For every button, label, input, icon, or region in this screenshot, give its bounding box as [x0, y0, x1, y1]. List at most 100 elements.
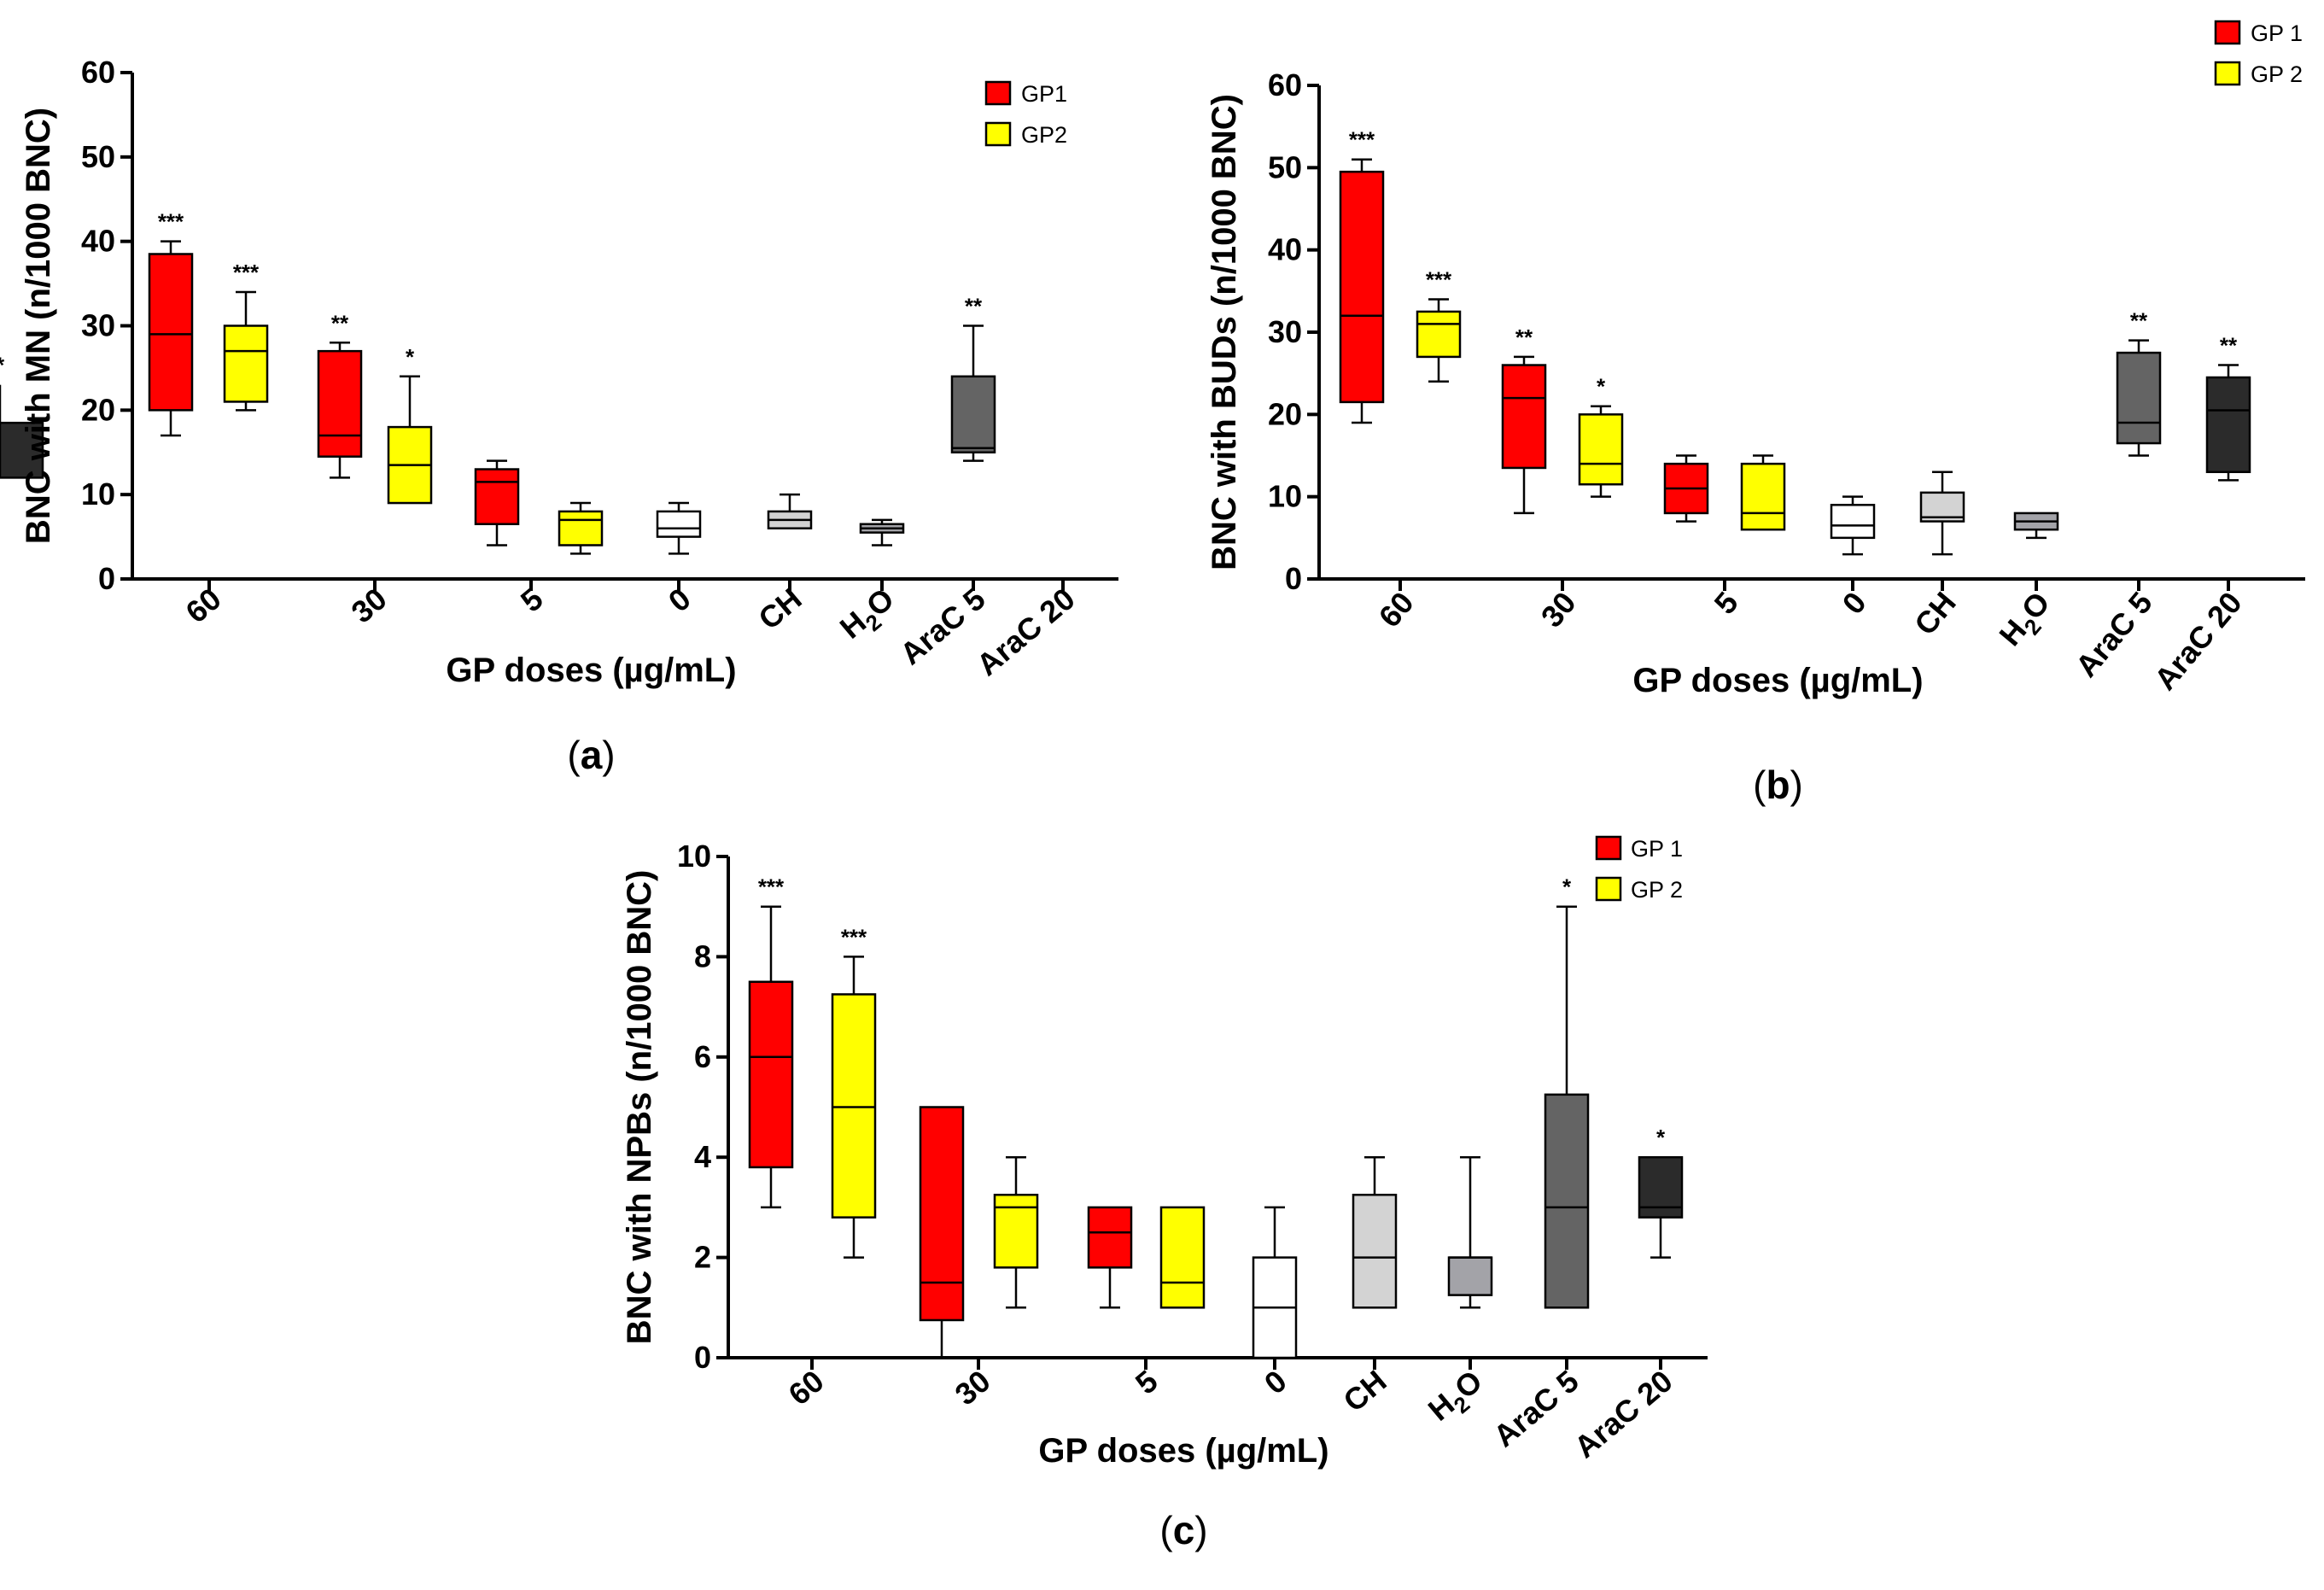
significance-label: ***: [158, 209, 184, 235]
box-0-control: [656, 501, 702, 555]
box-iqr: [148, 253, 194, 412]
box-iqr: [993, 1193, 1039, 1269]
box-iqr: [1740, 462, 1786, 531]
legend-label: GP 1: [1631, 836, 1683, 862]
legend-label: GP 2: [2251, 61, 2303, 87]
box-5-gp2: [1159, 1206, 1206, 1309]
y-axis-title: BNC with BUDs (n/1000 BNC): [1206, 94, 1243, 570]
significance-label: *: [406, 344, 415, 370]
significance-label: ***: [233, 260, 260, 285]
box-5-gp1: [1087, 1206, 1133, 1309]
box-iqr: [1447, 1256, 1493, 1296]
significance-label: ***: [758, 874, 785, 900]
significance-label: **: [2220, 333, 2238, 359]
box-30-gp2: [993, 1155, 1039, 1309]
significance-label: *: [1597, 374, 1606, 400]
legend-label: GP2: [1021, 122, 1067, 148]
box-iqr: [1339, 170, 1385, 404]
box-60-gp1: ***: [1339, 127, 1385, 424]
y-tick-label: 10: [677, 839, 711, 874]
box-iqr: [317, 349, 363, 458]
box-60-gp1: ***: [748, 874, 794, 1209]
panel-label: (a): [567, 733, 615, 777]
box-iqr: [748, 980, 794, 1169]
box-60-gp2: ***: [831, 924, 877, 1259]
box-AraC 20-control: **: [2205, 333, 2251, 482]
box-0-control: [1830, 495, 1876, 556]
box-5-gp1: [1663, 454, 1709, 523]
y-tick-label: 2: [694, 1240, 711, 1275]
box-H2O-control: [859, 518, 905, 547]
significance-label: ***: [841, 924, 867, 950]
significance-label: **: [965, 294, 983, 319]
box-iqr: [0, 421, 44, 479]
box-iqr: [1416, 310, 1462, 359]
box-5-gp2: [1740, 454, 1786, 531]
box-CH-control: [1352, 1155, 1398, 1309]
y-tick-label: 20: [1268, 396, 1302, 431]
box-30-gp2: *: [387, 344, 433, 505]
box-AraC 20-control: *: [0, 353, 44, 479]
box-iqr: [1087, 1206, 1133, 1269]
legend-swatch: [1595, 876, 1622, 902]
legend-swatch: [984, 80, 1012, 106]
box-iqr: [919, 1106, 965, 1322]
x-axis-title: GP doses (µg/mL): [1038, 1432, 1328, 1470]
box-30-gp2: *: [1578, 374, 1624, 498]
box-iqr: [1578, 413, 1624, 486]
box-iqr: [1352, 1193, 1398, 1309]
legend-label: GP1: [1021, 81, 1067, 107]
legend-label: GP 2: [1631, 877, 1683, 903]
box-30-gp1: **: [1501, 324, 1547, 515]
legend-swatch: [984, 121, 1012, 147]
panel-label: (c): [1159, 1508, 1207, 1552]
box-60-gp2: ***: [1416, 266, 1462, 383]
box-iqr: [1544, 1093, 1590, 1309]
box-iqr: [223, 324, 269, 403]
significance-label: ***: [1349, 127, 1375, 153]
box-iqr: [656, 510, 702, 538]
box-5-gp1: [474, 459, 520, 547]
legend-label: GP 1: [2251, 20, 2303, 46]
y-tick-label: 6: [694, 1039, 711, 1074]
y-tick-label: 10: [1268, 479, 1302, 514]
y-tick-label: 50: [81, 139, 115, 174]
box-30-gp1: **: [317, 310, 363, 479]
y-tick-label: 0: [694, 1340, 711, 1375]
y-tick-label: 20: [81, 392, 115, 427]
box-iqr: [1159, 1206, 1206, 1309]
y-tick-label: 50: [1268, 149, 1302, 184]
y-axis-title: BNC with NPBs (n/1000 BNC): [621, 870, 658, 1345]
significance-label: **: [331, 310, 349, 336]
box-iqr: [558, 510, 604, 547]
significance-label: *: [1562, 874, 1572, 900]
box-iqr: [2116, 351, 2162, 445]
legend-swatch: [2214, 61, 2241, 86]
box-CH-control: [767, 493, 813, 529]
box-AraC 5-control: *: [1544, 874, 1590, 1309]
significance-label: **: [2130, 308, 2148, 334]
significance-label: **: [1515, 324, 1533, 350]
box-0-control: [1252, 1206, 1298, 1359]
y-tick-label: 30: [1268, 314, 1302, 349]
y-tick-label: 60: [1268, 67, 1302, 102]
box-iqr: [1501, 364, 1547, 470]
y-tick-label: 0: [1285, 561, 1302, 596]
box-H2O-control: [2013, 511, 2059, 540]
box-AraC 5-control: **: [950, 294, 996, 462]
x-axis-title: GP doses (µg/mL): [446, 652, 736, 689]
box-30-gp1: [919, 1106, 965, 1359]
y-tick-label: 40: [81, 224, 115, 259]
panel-label: (b): [1753, 763, 1803, 807]
box-iqr: [474, 468, 520, 526]
significance-label: *: [0, 353, 5, 378]
box-iqr: [1830, 504, 1876, 540]
box-60-gp1: ***: [148, 209, 194, 437]
box-5-gp2: [558, 501, 604, 555]
box-60-gp2: ***: [223, 260, 269, 412]
box-iqr: [831, 993, 877, 1219]
y-tick-label: 60: [81, 55, 115, 90]
box-AraC 20-control: *: [1638, 1125, 1684, 1259]
box-iqr: [2205, 376, 2251, 474]
